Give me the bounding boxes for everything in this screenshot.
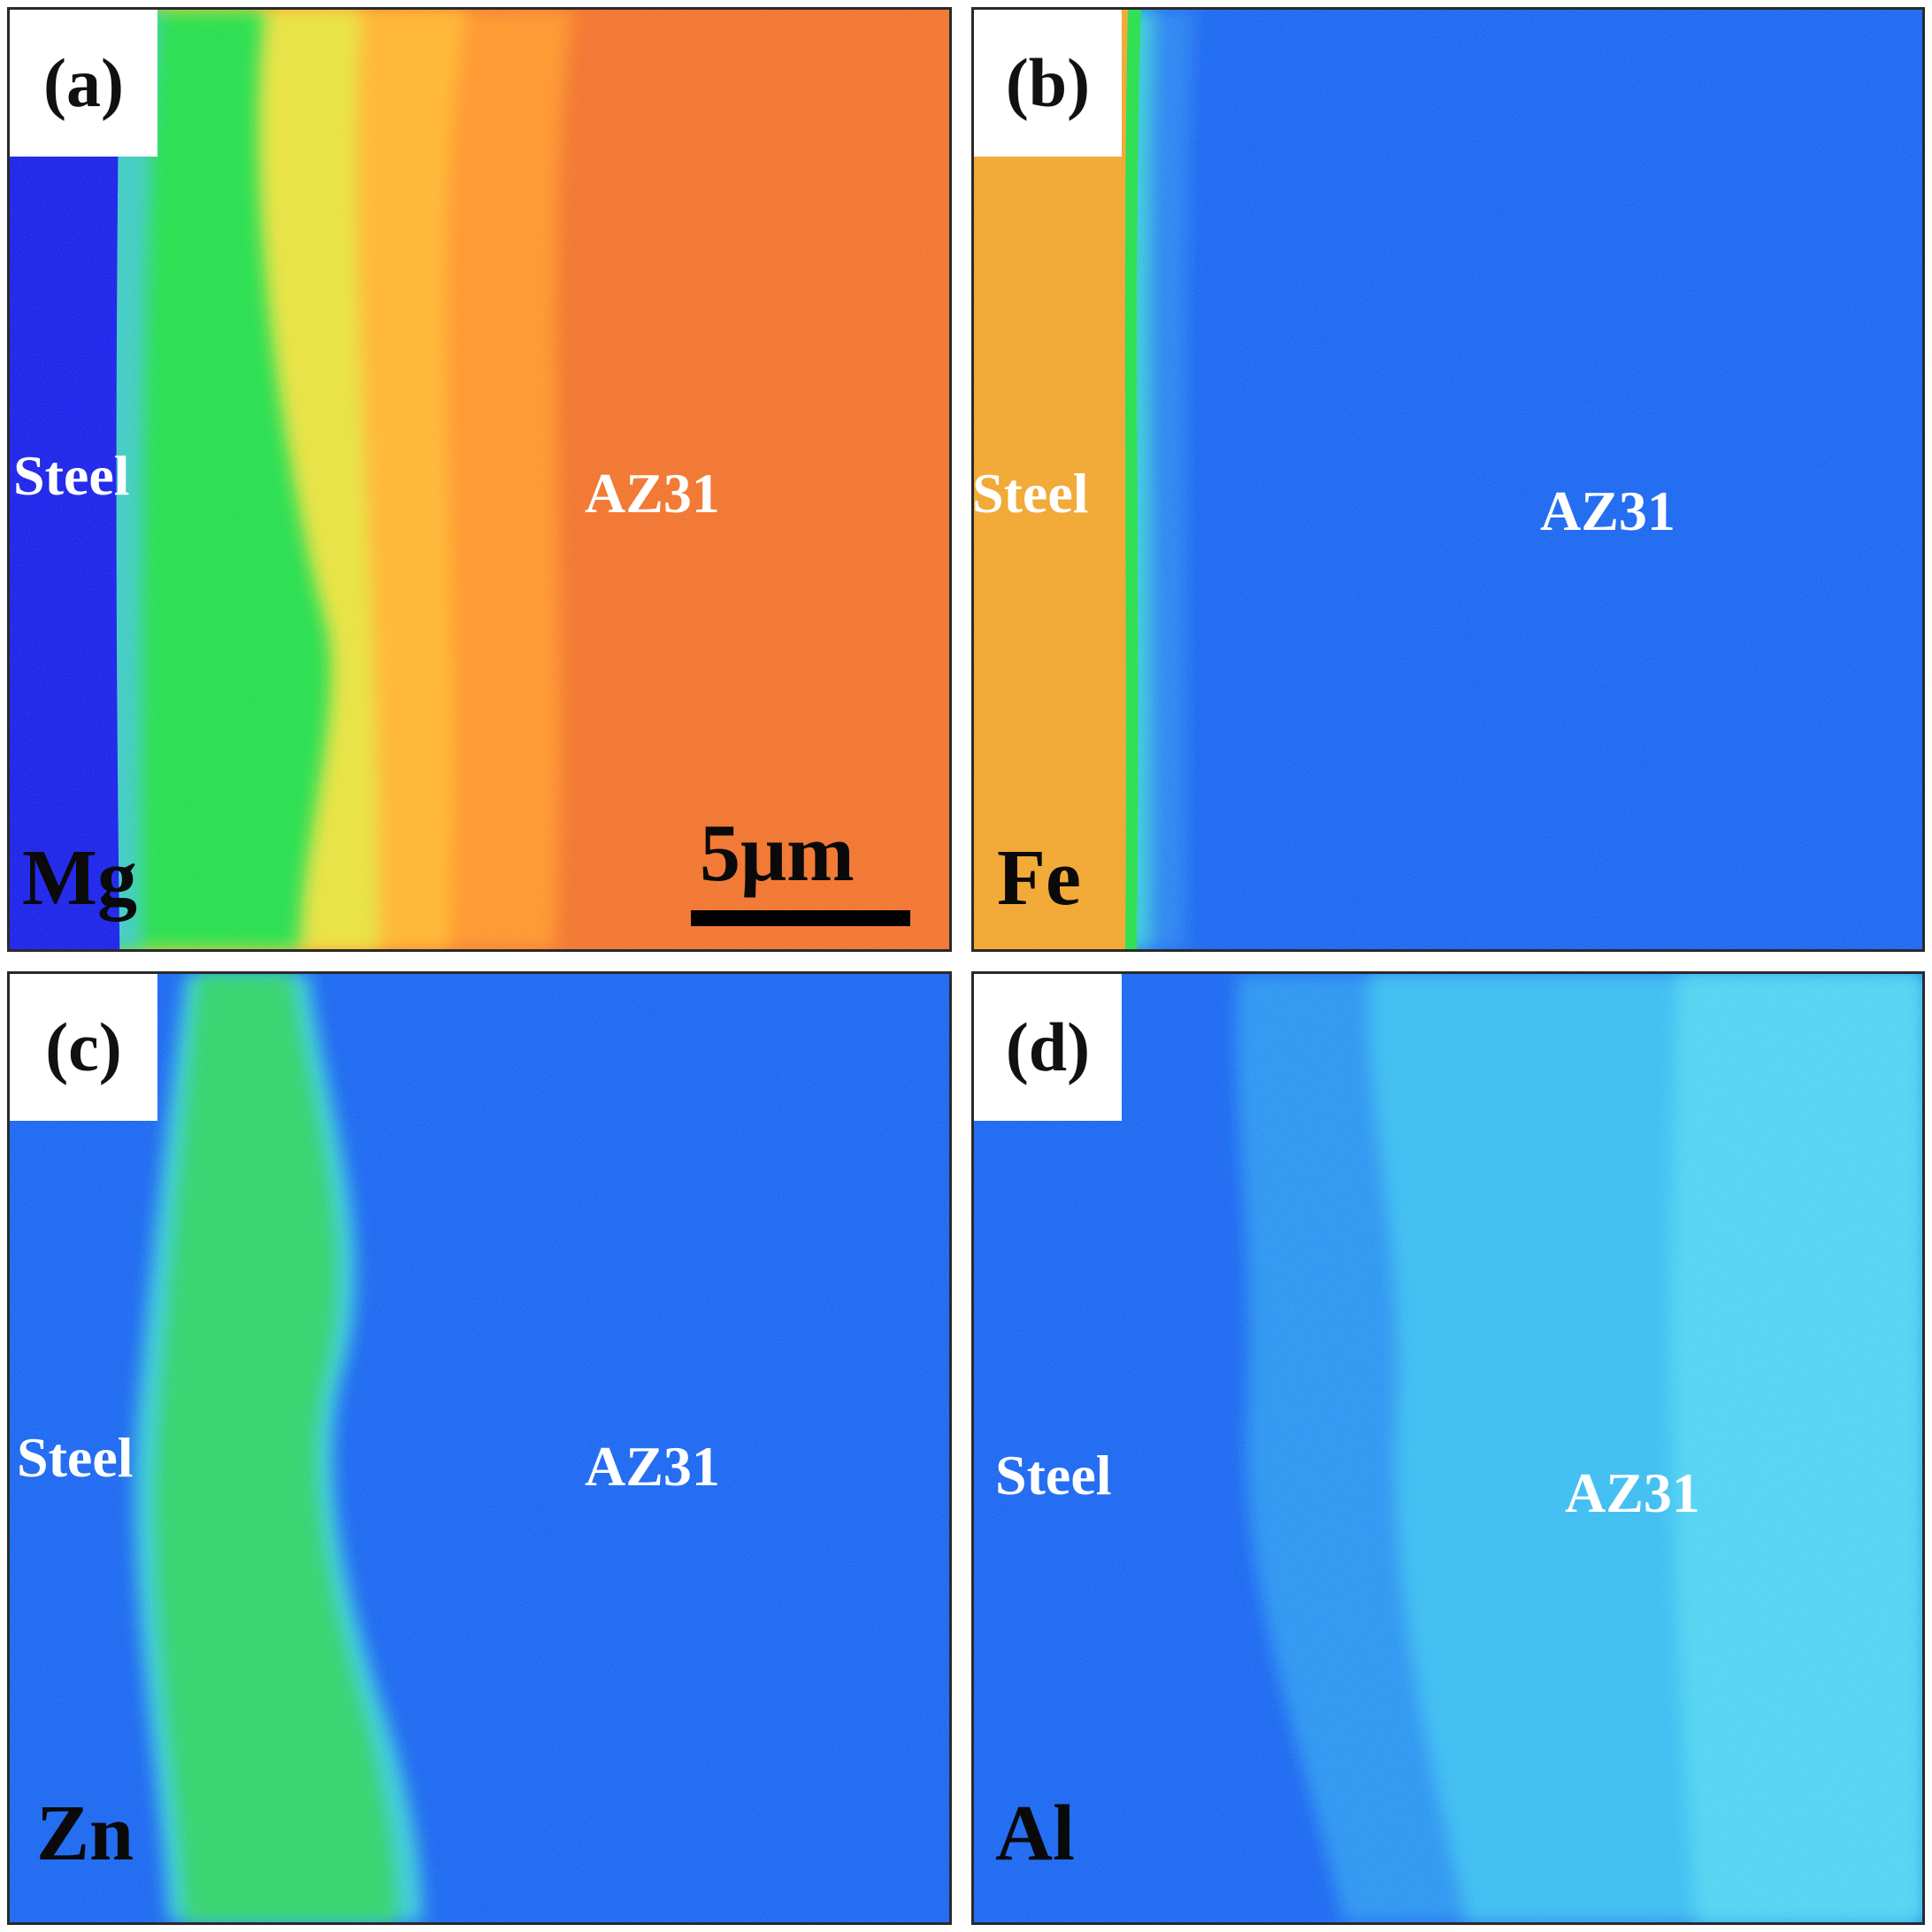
panel-d-az31-label: AZ31 — [1565, 1461, 1700, 1524]
panel-a-az31-label: AZ31 — [585, 462, 720, 525]
panel-d-label: (d) — [974, 974, 1122, 1121]
fe-map-image — [974, 10, 1922, 949]
panel-b-az31-label: AZ31 — [1540, 479, 1675, 542]
panel-a-label: (a) — [10, 10, 157, 157]
panel-c-zn-map: (c) Steel AZ31 Zn — [7, 971, 952, 1925]
panel-c-az31-label: AZ31 — [585, 1435, 720, 1498]
panel-c-element-label: Zn — [36, 1790, 134, 1877]
panel-a-element-label: Mg — [22, 834, 137, 922]
panel-a-mg-map: (a) Steel AZ31 Mg 5μm — [7, 7, 952, 952]
panel-b-element-label: Fe — [997, 834, 1081, 922]
al-map-image — [974, 974, 1922, 1922]
panel-b-fe-map: (b) Steel AZ31 Fe — [971, 7, 1925, 952]
panel-b-label: (b) — [974, 10, 1122, 157]
panel-d-steel-label: Steel — [995, 1444, 1112, 1506]
panel-c-steel-label: Steel — [17, 1426, 134, 1489]
scale-bar — [691, 910, 910, 926]
panel-b-steel-label: Steel — [972, 462, 1089, 525]
panel-d-al-map: (d) Steel AZ31 Al — [971, 971, 1925, 1925]
panel-a-steel-label: Steel — [13, 444, 130, 507]
mg-map-image — [10, 10, 949, 949]
zn-map-image — [10, 974, 949, 1922]
panel-c-label: (c) — [10, 974, 157, 1121]
scale-bar-label: 5μm — [700, 808, 855, 898]
panel-d-element-label: Al — [995, 1790, 1075, 1877]
